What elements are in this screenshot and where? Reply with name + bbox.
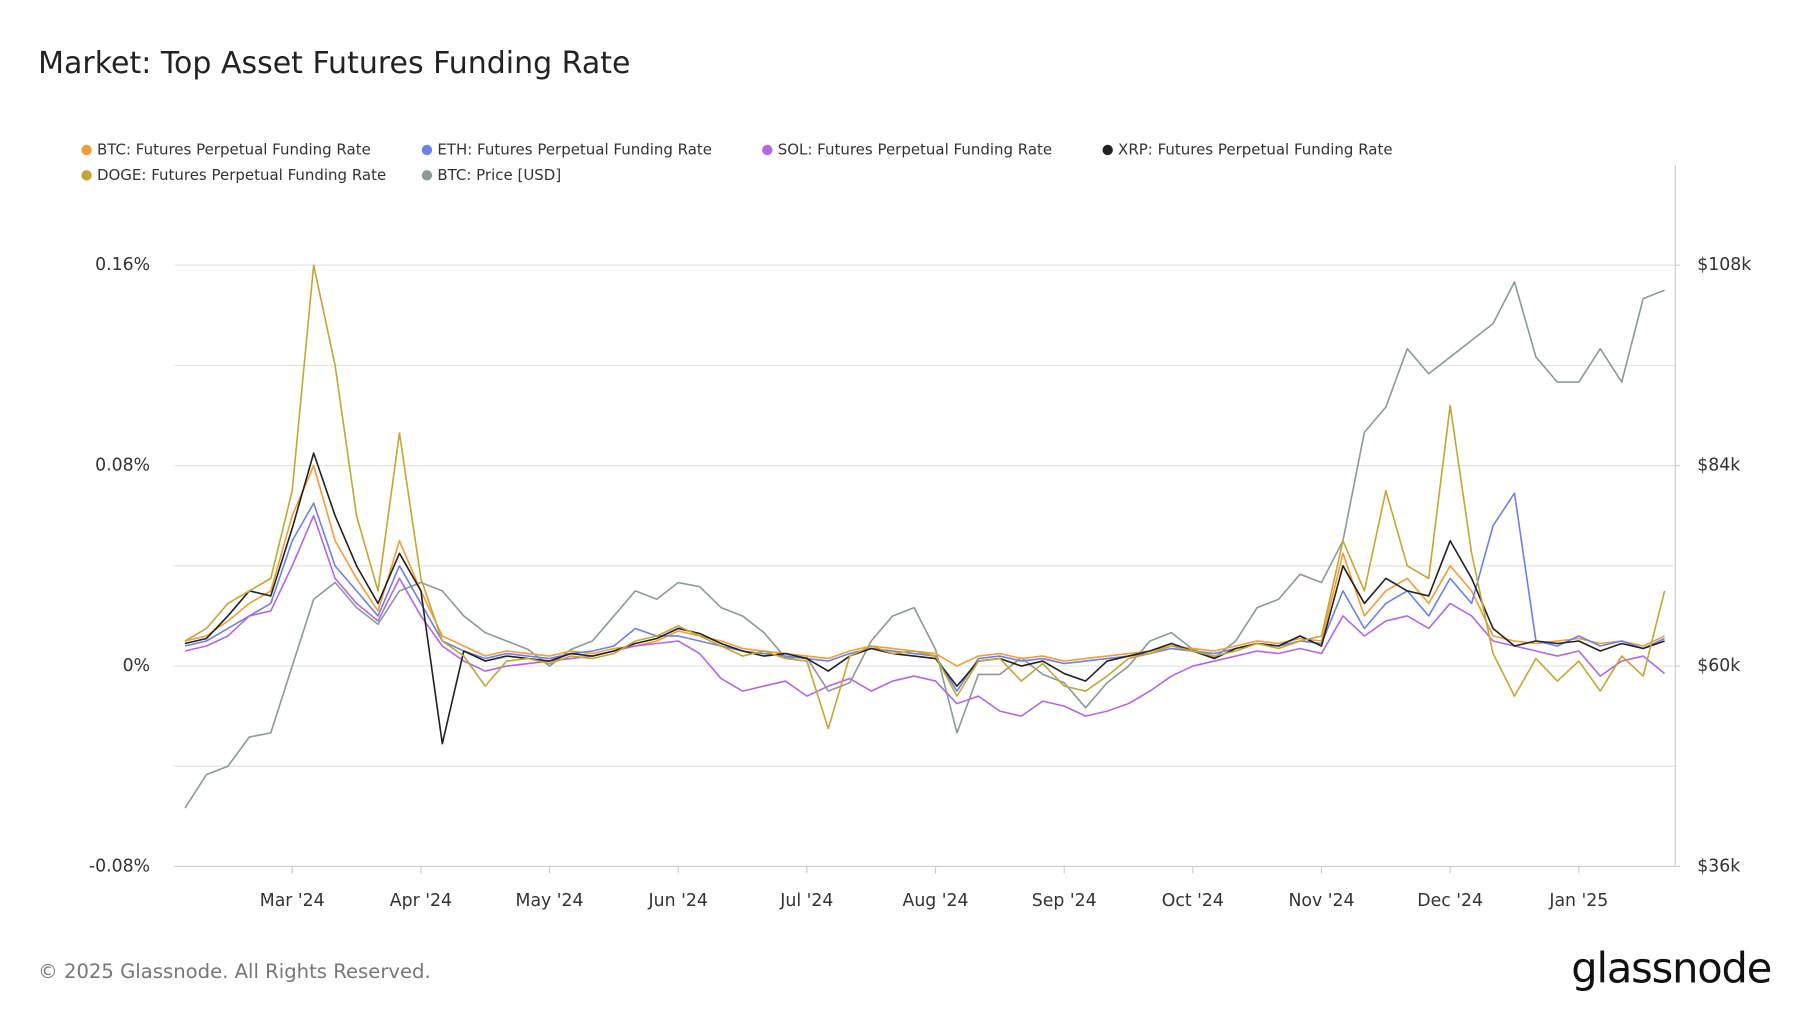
x-tick-label: Sep '24	[1032, 891, 1097, 911]
x-tick-label: Mar '24	[260, 891, 325, 911]
legend-marker	[421, 144, 433, 156]
x-tick-label: Oct '24	[1162, 891, 1224, 911]
x-tick-label: Jun '24	[648, 891, 708, 911]
legend-label: XRP: Futures Perpetual Funding Rate	[1118, 140, 1393, 158]
legend-label: ETH: Futures Perpetual Funding Rate	[437, 140, 712, 158]
y-tick-label: -0.08%	[89, 856, 150, 876]
legend-marker	[762, 144, 773, 156]
y-tick-label: 0.16%	[95, 255, 150, 275]
x-tick-label: Apr '24	[390, 891, 452, 911]
series-line	[184, 514, 1666, 717]
series-line	[184, 281, 1665, 809]
x-tick-label: Nov '24	[1288, 891, 1354, 911]
x-tick-label: May '24	[516, 891, 584, 911]
y2-tick-label: $36k	[1697, 856, 1740, 876]
chart-title: Market: Top Asset Futures Funding Rate	[38, 46, 630, 81]
legend-label: BTC: Futures Perpetual Funding Rate	[97, 140, 371, 158]
x-tick-label: Jul '24	[779, 891, 833, 911]
legend-marker	[421, 170, 433, 181]
legend-marker	[81, 170, 92, 181]
y-tick-label: 0.08%	[95, 456, 150, 476]
brand-logo: glassnode	[1571, 943, 1771, 992]
legend-label: BTC: Price [USD]	[437, 166, 561, 184]
y2-tick-label: $60k	[1697, 656, 1740, 676]
series-line	[184, 452, 1665, 745]
y2-tick-label: $84k	[1697, 456, 1740, 476]
series-line	[184, 264, 1666, 730]
x-tick-label: Jan '25	[1548, 891, 1608, 911]
series-line	[184, 492, 1665, 692]
legend-marker	[1102, 144, 1113, 156]
legend-label: SOL: Futures Perpetual Funding Rate	[778, 140, 1052, 158]
legend-marker	[81, 144, 92, 156]
copyright: © 2025 Glassnode. All Rights Reserved.	[38, 960, 431, 983]
series-line	[184, 464, 1665, 667]
y2-tick-label: $108k	[1697, 255, 1751, 275]
y-tick-label: 0%	[123, 656, 150, 676]
x-tick-label: Dec '24	[1417, 891, 1483, 911]
x-tick-label: Aug '24	[903, 891, 969, 911]
legend-label: DOGE: Futures Perpetual Funding Rate	[97, 166, 386, 184]
